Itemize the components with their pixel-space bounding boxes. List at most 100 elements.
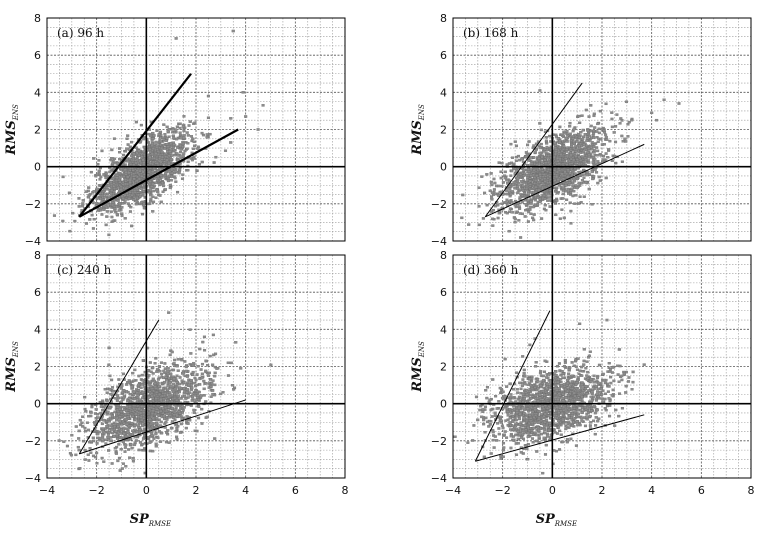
scatter-point xyxy=(130,193,134,197)
scatter-point xyxy=(113,209,117,212)
scatter-point xyxy=(589,104,593,107)
scatter-point xyxy=(485,203,489,207)
scatter-point xyxy=(510,169,514,173)
scatter-point xyxy=(524,187,529,191)
scatter-point xyxy=(141,192,145,196)
scatter-point xyxy=(591,134,595,137)
scatter-point xyxy=(553,146,557,149)
scatter-point xyxy=(602,158,606,161)
scatter-point xyxy=(147,182,151,186)
scatter-point xyxy=(158,183,162,187)
scatter-point xyxy=(159,174,163,177)
scatter-point xyxy=(151,399,155,403)
scatter-point xyxy=(566,192,571,195)
scatter-point xyxy=(577,114,581,118)
scatter-point xyxy=(211,333,215,337)
scatter-point xyxy=(130,446,134,450)
scatter-point xyxy=(229,117,233,120)
scatter-point xyxy=(122,422,126,425)
scatter-point xyxy=(190,399,194,402)
scatter-point xyxy=(677,102,681,105)
scatter-point xyxy=(169,372,173,376)
scatter-point xyxy=(655,118,659,122)
scatter-point xyxy=(88,447,92,450)
scatter-point xyxy=(513,140,517,143)
scatter-point xyxy=(87,186,91,189)
scatter-point xyxy=(102,208,106,212)
scatter-point xyxy=(538,89,542,92)
scatter-point xyxy=(122,389,126,392)
scatter-point xyxy=(203,349,207,352)
scatter-point xyxy=(109,424,113,427)
scatter-point xyxy=(165,142,169,146)
scatter-point xyxy=(83,407,87,411)
scatter-point xyxy=(627,120,631,124)
scatter-point xyxy=(101,434,105,438)
scatter-point xyxy=(524,173,529,177)
scatter-point xyxy=(125,381,130,384)
scatter-point xyxy=(132,198,136,201)
scatter-point xyxy=(182,406,186,409)
scatter-point xyxy=(572,189,576,193)
scatter-point xyxy=(147,383,151,386)
scatter-point xyxy=(570,187,574,191)
scatter-point xyxy=(137,177,141,181)
scatter-point xyxy=(590,141,594,144)
scatter-point xyxy=(125,191,129,195)
scatter-point xyxy=(510,190,514,193)
scatter-point xyxy=(137,154,141,157)
scatter-point xyxy=(497,211,501,215)
scatter-point xyxy=(192,157,196,160)
y-tick-label: 6 xyxy=(440,49,447,62)
scatter-point xyxy=(104,172,108,175)
scatter-point xyxy=(111,201,115,204)
scatter-point xyxy=(107,363,111,367)
scatter-point xyxy=(138,398,142,401)
scatter-point xyxy=(508,210,512,214)
scatter-point xyxy=(186,142,190,145)
scatter-point xyxy=(532,155,536,159)
y-tick-label: 0 xyxy=(34,398,41,411)
scatter-point xyxy=(543,204,547,207)
scatter-point xyxy=(142,173,147,176)
scatter-point xyxy=(119,447,123,451)
scatter-point xyxy=(157,133,161,136)
scatter-point xyxy=(547,184,551,187)
scatter-point xyxy=(87,459,91,462)
scatter-point xyxy=(169,385,173,388)
scatter-point xyxy=(105,391,109,394)
scatter-point xyxy=(173,387,177,391)
scatter-point xyxy=(151,407,156,410)
scatter-point xyxy=(219,392,223,396)
scatter-point xyxy=(163,367,167,370)
scatter-point xyxy=(205,133,209,136)
scatter-point xyxy=(488,189,492,193)
scatter-point xyxy=(174,180,178,183)
scatter-point xyxy=(213,374,217,378)
scatter-point xyxy=(168,353,172,357)
scatter-point xyxy=(504,201,508,204)
scatter-point xyxy=(107,420,111,423)
scatter-point xyxy=(115,176,119,180)
scatter-point xyxy=(167,405,171,409)
scatter-point xyxy=(148,361,152,364)
x-tick-label: 6 xyxy=(292,484,299,497)
scatter-point xyxy=(543,158,547,162)
scatter-point xyxy=(191,373,195,376)
scatter-point xyxy=(211,389,215,392)
y-tick-label: 2 xyxy=(34,361,41,374)
scatter-point xyxy=(604,133,608,136)
scatter-point xyxy=(610,111,614,114)
scatter-point xyxy=(142,416,146,420)
scatter-point xyxy=(180,358,184,362)
scatter-point xyxy=(568,125,572,128)
envelope-line-0 xyxy=(78,73,192,218)
scatter-point xyxy=(109,439,113,442)
scatter-point xyxy=(521,189,525,192)
scatter-point xyxy=(565,154,569,158)
scatter-point xyxy=(508,207,512,210)
y-tick-label: 8 xyxy=(34,249,41,262)
scatter-point xyxy=(554,213,558,217)
scatter-point xyxy=(560,149,564,153)
scatter-point xyxy=(161,136,165,139)
